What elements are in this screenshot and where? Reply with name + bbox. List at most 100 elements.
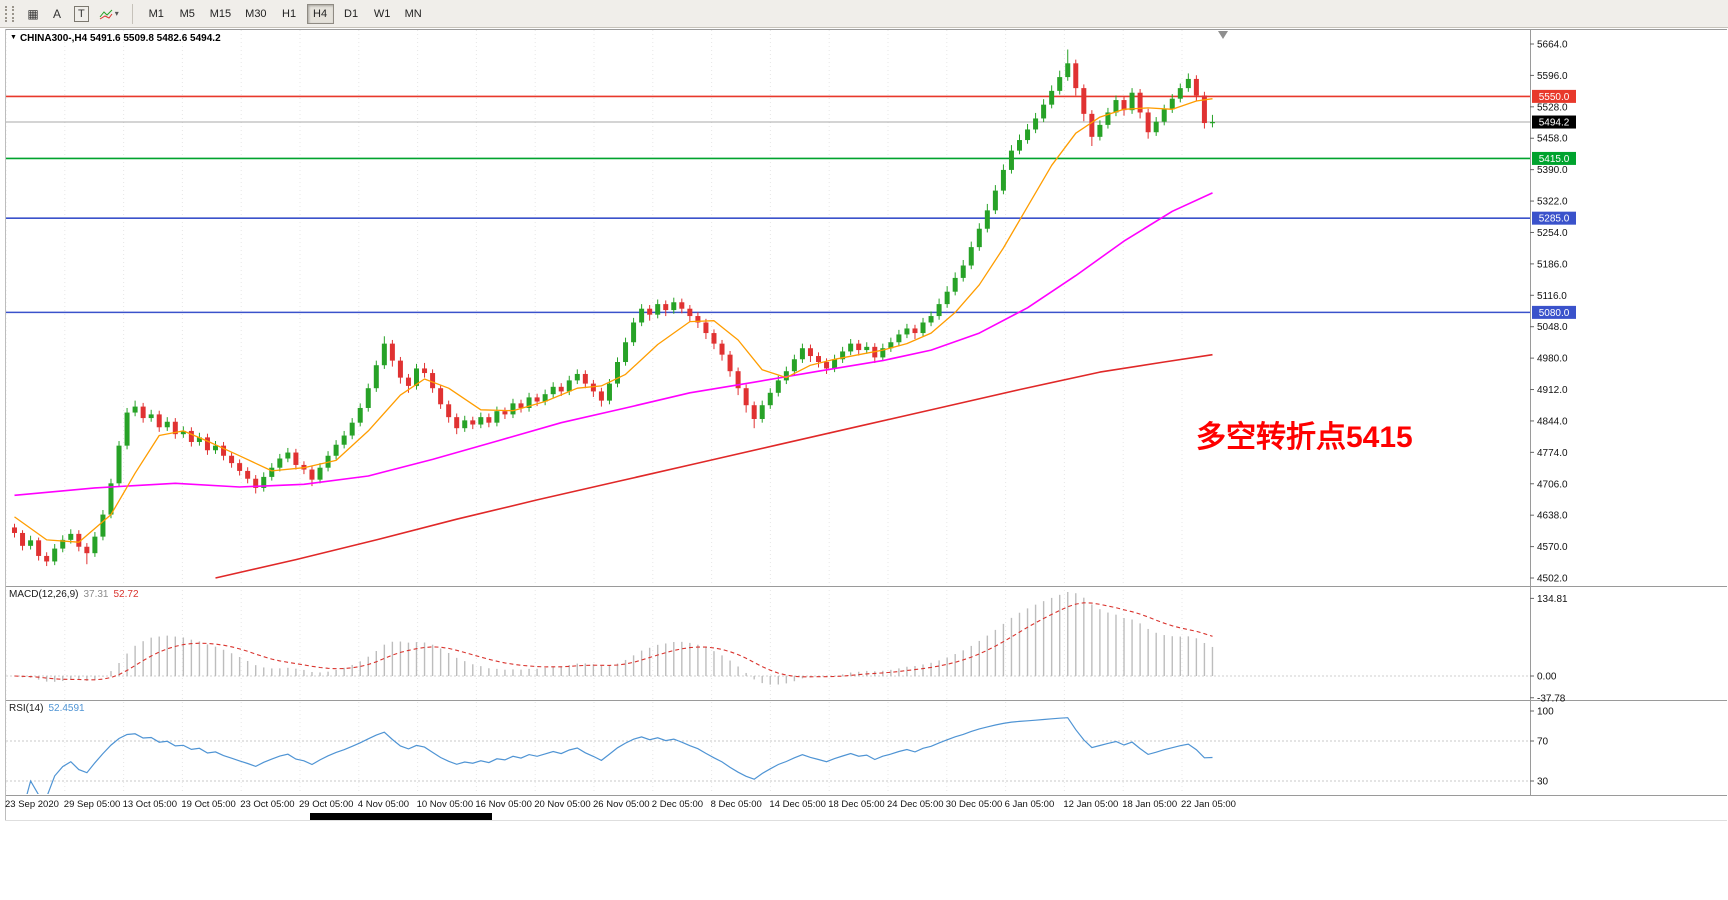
- svg-text:4980.0: 4980.0: [1537, 354, 1568, 365]
- svg-text:24 Dec 05:00: 24 Dec 05:00: [887, 799, 944, 810]
- macd-histogram: [21, 592, 1214, 685]
- svg-text:100: 100: [1537, 707, 1554, 718]
- toolbar-separator: [131, 3, 133, 24]
- price-tag-5080.0: [1532, 305, 1576, 319]
- svg-text:20 Nov 05:00: 20 Nov 05:00: [534, 799, 591, 810]
- ma-mid-line: [14, 192, 1213, 497]
- macd-name: MACD(12,26,9): [9, 589, 79, 600]
- svg-text:5186.0: 5186.0: [1537, 259, 1568, 270]
- ma-slow-line: [215, 353, 1213, 579]
- svg-text:12 Jan 05:00: 12 Jan 05:00: [1063, 799, 1118, 810]
- svg-text:4706.0: 4706.0: [1537, 479, 1568, 490]
- time-axis: 23 Sep 2020 29 Sep 05:00 13 Oct 05:00 19 Oc…: [5, 799, 1236, 810]
- svg-text:4912.0: 4912.0: [1537, 385, 1568, 396]
- svg-text:18 Jan 05:00: 18 Jan 05:00: [1122, 799, 1177, 810]
- svg-text:0.00: 0.00: [1537, 672, 1557, 683]
- svg-text:29 Sep 05:00: 29 Sep 05:00: [64, 799, 121, 810]
- svg-text:5390.0: 5390.0: [1537, 165, 1568, 176]
- rsi-line: [26, 717, 1213, 794]
- grid-icon: ▦: [27, 6, 39, 21]
- svg-text:6 Jan 05:00: 6 Jan 05:00: [1005, 799, 1055, 810]
- svg-text:29 Oct 05:00: 29 Oct 05:00: [299, 799, 353, 810]
- svg-text:30: 30: [1537, 777, 1549, 788]
- svg-text:5322.0: 5322.0: [1537, 197, 1568, 208]
- svg-text:18 Dec 05:00: 18 Dec 05:00: [828, 799, 885, 810]
- tf-button-h4[interactable]: H4: [306, 3, 334, 24]
- rsi-name: RSI(14): [9, 703, 44, 714]
- svg-text:4 Nov 05:00: 4 Nov 05:00: [358, 799, 409, 810]
- svg-text:10 Nov 05:00: 10 Nov 05:00: [417, 799, 474, 810]
- hscrollbar-thumb[interactable]: [310, 813, 492, 820]
- text-tool-a-button[interactable]: A: [46, 3, 68, 25]
- tf-button-m5[interactable]: M5: [174, 4, 201, 24]
- toolbar-drag-handle[interactable]: [5, 5, 14, 22]
- indicators-button[interactable]: ▾: [95, 3, 123, 25]
- svg-text:5494.2: 5494.2: [1539, 118, 1570, 129]
- text-tool-t-button[interactable]: T: [70, 3, 93, 25]
- symbol-dropdown-icon[interactable]: ▼: [10, 34, 17, 41]
- svg-text:5116.0: 5116.0: [1537, 291, 1567, 302]
- macd-axis: 134.81 0.00 -37.78: [1530, 594, 1568, 704]
- svg-text:5285.0: 5285.0: [1539, 214, 1570, 225]
- chart-shift-marker[interactable]: [1218, 31, 1228, 39]
- svg-text:16 Nov 05:00: 16 Nov 05:00: [475, 799, 532, 810]
- macd-label: MACD(12,26,9) 37.31 52.72: [9, 589, 139, 600]
- tf-button-m15[interactable]: M15: [205, 4, 236, 24]
- t-box-icon: T: [74, 5, 89, 22]
- macd-signal-line: [14, 602, 1213, 681]
- horizontal-lines: 5550.0 5415.0 5285.0 5080.0: [6, 89, 1576, 319]
- symbol-ohlc-text: CHINA300-,H4 5491.6 5509.8 5482.6 5494.2: [19, 33, 221, 44]
- svg-text:5664.0: 5664.0: [1537, 40, 1568, 51]
- chart-grid-button[interactable]: ▦: [22, 3, 44, 25]
- tf-button-m30[interactable]: M30: [240, 4, 271, 24]
- rsi-axis: 100 70 30: [1530, 707, 1554, 788]
- svg-text:-37.78: -37.78: [1537, 693, 1566, 704]
- tf-button-w1[interactable]: W1: [369, 4, 396, 24]
- svg-text:5254.0: 5254.0: [1537, 228, 1568, 239]
- chart-header: ▼ CHINA300-,H4 5491.6 5509.8 5482.6 5494.…: [10, 33, 221, 44]
- svg-text:5596.0: 5596.0: [1537, 71, 1568, 82]
- dropdown-caret-icon: ▾: [114, 9, 119, 18]
- svg-text:14 Dec 05:00: 14 Dec 05:00: [769, 799, 826, 810]
- svg-text:5458.0: 5458.0: [1537, 134, 1568, 145]
- grid-layer: [5, 30, 1183, 794]
- candles-layer: [12, 49, 1215, 567]
- svg-text:23 Oct 05:00: 23 Oct 05:00: [240, 799, 294, 810]
- tf-button-mn[interactable]: MN: [400, 4, 427, 24]
- indicator-lines-icon: [99, 9, 113, 19]
- svg-text:13 Oct 05:00: 13 Oct 05:00: [123, 799, 177, 810]
- current-price-tag: 5494.2: [1532, 115, 1576, 129]
- price-tag-5285.0: [1532, 211, 1576, 225]
- svg-text:22 Jan 05:00: 22 Jan 05:00: [1181, 799, 1236, 810]
- svg-text:5528.0: 5528.0: [1537, 102, 1568, 113]
- svg-text:23 Sep 2020: 23 Sep 2020: [5, 799, 59, 810]
- chart-text-annotation[interactable]: 多空转折点5415: [1196, 421, 1413, 454]
- svg-text:2 Dec 05:00: 2 Dec 05:00: [652, 799, 703, 810]
- ma-fast-line: [14, 98, 1213, 543]
- macd-signal-value: 52.72: [113, 589, 139, 600]
- svg-text:5080.0: 5080.0: [1539, 308, 1570, 319]
- pane-borders: [5, 29, 1727, 821]
- svg-text:19 Oct 05:00: 19 Oct 05:00: [181, 799, 235, 810]
- tf-button-m1[interactable]: M1: [143, 4, 170, 24]
- price-tag-5415.0: [1532, 151, 1576, 165]
- svg-text:4502.0: 4502.0: [1537, 574, 1568, 585]
- svg-text:5048.0: 5048.0: [1537, 322, 1568, 333]
- svg-text:4844.0: 4844.0: [1537, 416, 1568, 427]
- svg-text:30 Dec 05:00: 30 Dec 05:00: [946, 799, 1003, 810]
- rsi-value: 52.4591: [48, 703, 85, 714]
- toolbar: ▦ A T ▾ M1 M5 M15 M30 H1 H4 D1 W1 MN: [0, 0, 1728, 28]
- svg-text:70: 70: [1537, 737, 1549, 748]
- svg-text:4774.0: 4774.0: [1537, 448, 1568, 459]
- svg-text:26 Nov 05:00: 26 Nov 05:00: [593, 799, 650, 810]
- price-axis: 5664.0 5596.0 5528.0 5458.0 5390.0 5322.0 5254…: [1530, 40, 1568, 585]
- svg-text:4638.0: 4638.0: [1537, 511, 1568, 522]
- tf-button-h1[interactable]: H1: [276, 4, 303, 24]
- macd-main-value: 37.31: [83, 589, 109, 600]
- svg-text:4570.0: 4570.0: [1537, 542, 1568, 553]
- tf-button-d1[interactable]: D1: [338, 4, 365, 24]
- svg-text:134.81: 134.81: [1537, 594, 1568, 605]
- svg-text:5550.0: 5550.0: [1539, 92, 1570, 103]
- svg-text:8 Dec 05:00: 8 Dec 05:00: [711, 799, 762, 810]
